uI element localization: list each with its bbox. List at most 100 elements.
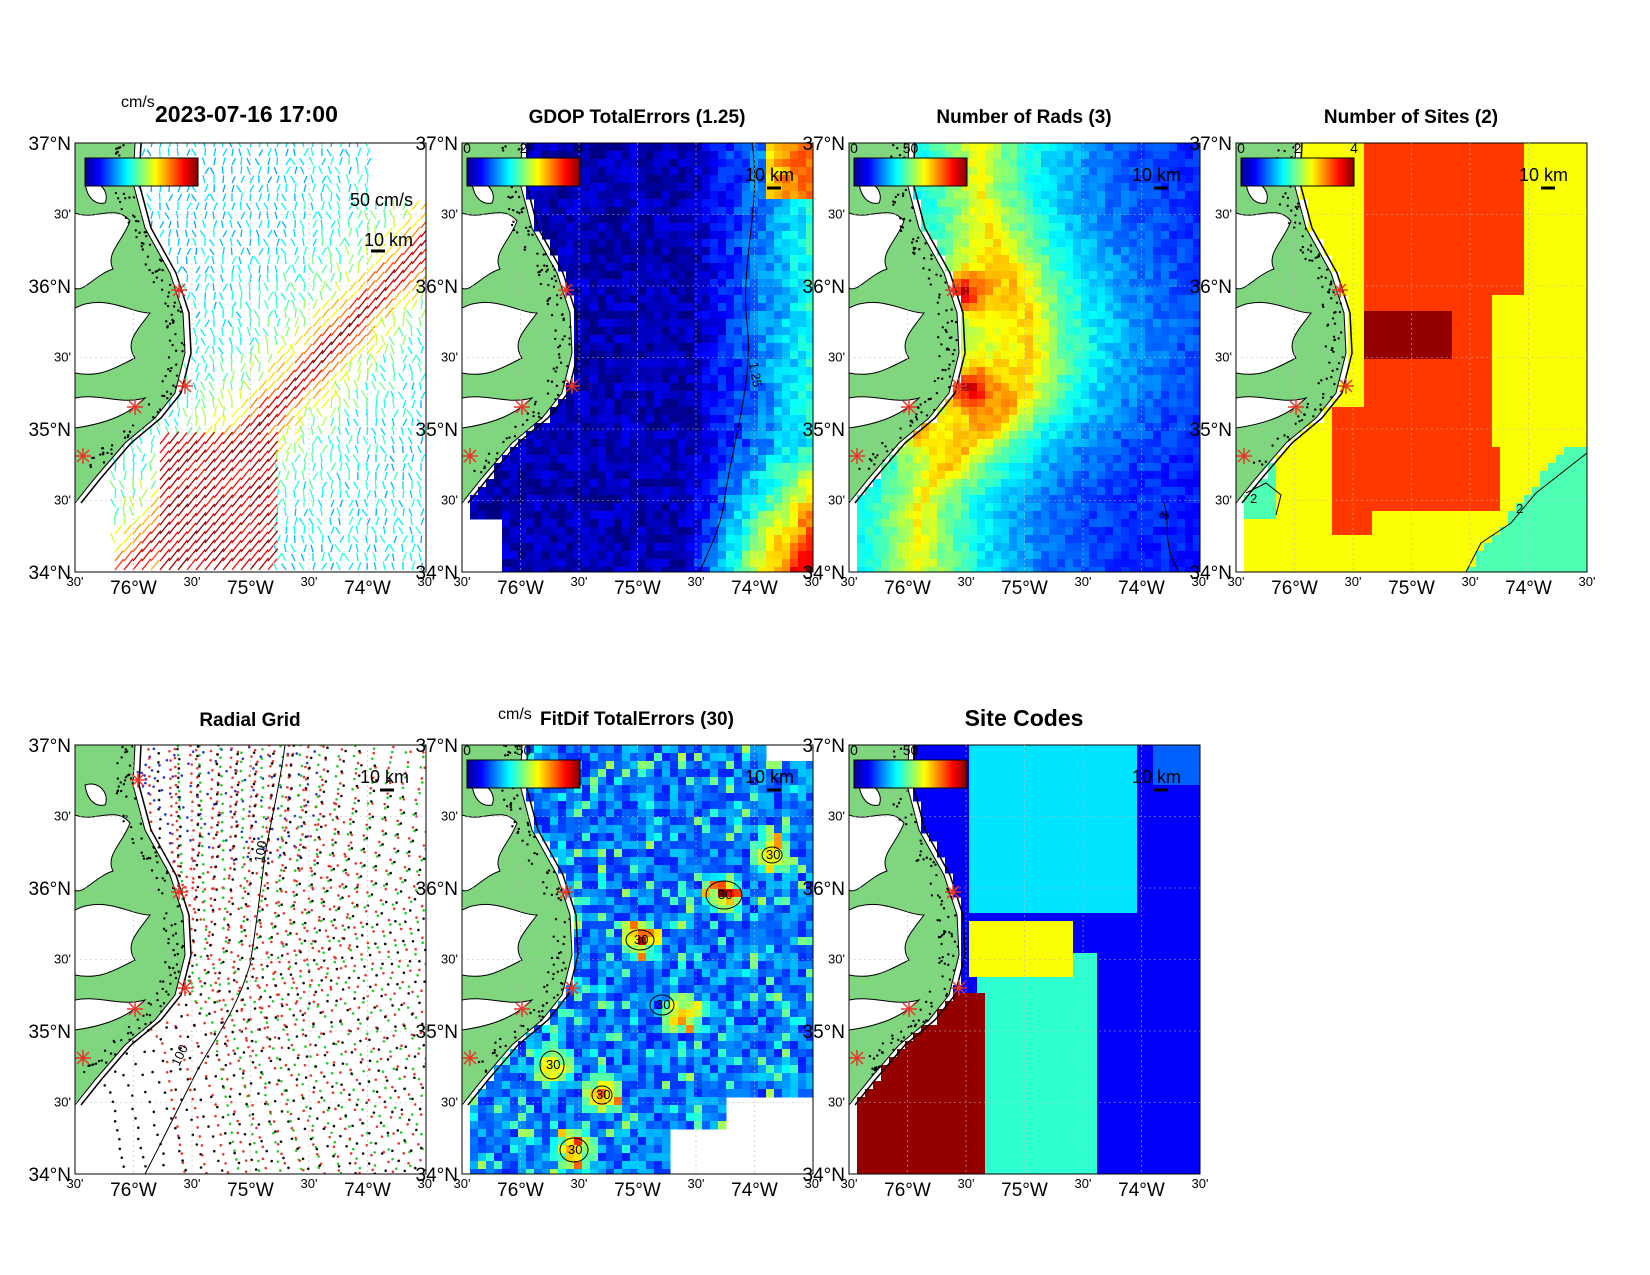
coast-detail-dot [166, 295, 170, 298]
current-vector [209, 327, 215, 337]
grid-cell [1129, 215, 1138, 224]
current-vector [300, 553, 305, 562]
current-vector [204, 266, 210, 274]
grid-cell [710, 183, 719, 192]
grid-cell [622, 567, 631, 572]
current-vector [249, 476, 261, 490]
current-vector [209, 354, 215, 364]
grid-cell [937, 215, 946, 224]
grid-cell [542, 527, 551, 536]
current-vector [258, 396, 269, 409]
grid-cell [766, 359, 775, 368]
current-vector [258, 220, 263, 229]
coast-detail-dot [126, 435, 129, 439]
grid-cell [790, 183, 799, 192]
grid-cell [1017, 407, 1026, 416]
grid-cell [630, 535, 639, 544]
grid-cell [1081, 415, 1090, 424]
current-vector [415, 526, 422, 535]
grid-cell [638, 207, 647, 216]
grid-cell [510, 463, 519, 472]
grid-cell [1017, 199, 1026, 208]
grid-cell [1185, 375, 1194, 384]
grid-cell [993, 439, 1002, 448]
current-vector [267, 388, 277, 400]
current-vector [195, 494, 207, 508]
grid-cell [574, 487, 583, 496]
grid-cell [678, 423, 687, 432]
current-vector [222, 424, 232, 436]
current-vector [420, 535, 423, 544]
current-vector [186, 476, 198, 490]
grid-cell [678, 543, 687, 552]
grid-cell [1025, 423, 1034, 432]
coast-detail-dot [543, 264, 546, 267]
grid-cell [710, 479, 719, 488]
grid-cell [726, 319, 735, 328]
grid-cell [1097, 351, 1106, 360]
grid-cell [550, 511, 559, 520]
grid-cell [806, 487, 813, 496]
grid-cell [678, 255, 687, 264]
grid-cell [534, 455, 543, 464]
grid-cell [726, 519, 735, 528]
current-vector [375, 344, 384, 355]
grid-cell [1153, 207, 1162, 216]
grid-cell [953, 407, 962, 416]
grid-cell [638, 423, 647, 432]
grid-cell [630, 239, 639, 248]
coast-detail-dot [156, 410, 159, 414]
current-vector [258, 549, 269, 562]
current-vector [344, 149, 350, 157]
grid-cell [702, 503, 711, 512]
grid-cell [662, 431, 671, 440]
grid-cell [1097, 151, 1106, 160]
grid-cell [798, 335, 807, 344]
current-vector [231, 407, 240, 418]
current-vector [168, 409, 174, 418]
grid-cell [742, 391, 751, 400]
current-vector [382, 561, 386, 571]
current-vector [373, 544, 377, 553]
current-vector [168, 513, 179, 526]
current-vector [266, 343, 269, 355]
current-vector [222, 548, 233, 562]
grid-cell [582, 215, 591, 224]
current-vector [366, 316, 376, 328]
site-marker [514, 399, 530, 415]
coast-detail-dot [480, 470, 483, 474]
grid-cell [702, 143, 711, 152]
grid-cell [694, 207, 703, 216]
grid-cell [510, 551, 519, 560]
grid-cell [726, 551, 735, 560]
coast-detail-dot [526, 418, 529, 422]
current-vector [168, 503, 180, 517]
current-vector [339, 535, 345, 544]
grid-cell [1145, 223, 1154, 232]
grid-cell [1153, 255, 1162, 264]
grid-cell [993, 159, 1002, 168]
grid-cell [654, 231, 663, 240]
grid-cell [678, 367, 687, 376]
grid-cell [734, 447, 743, 456]
grid-cell [718, 175, 727, 184]
grid-cell [1065, 335, 1074, 344]
grid-cell [806, 447, 813, 456]
grid-cell [1161, 159, 1170, 168]
grid-cell [782, 447, 791, 456]
current-vector [420, 345, 424, 355]
grid-cell [1169, 415, 1178, 424]
coast-detail-dot [151, 271, 154, 275]
current-vector [258, 422, 269, 436]
grid-cell [630, 247, 639, 256]
grid-cell [1041, 183, 1050, 192]
grid-cell [1073, 439, 1082, 448]
current-vector [347, 218, 350, 229]
current-vector [231, 459, 242, 472]
grid-cell [1153, 399, 1162, 408]
current-vector [312, 219, 318, 229]
grid-cell [1017, 319, 1026, 328]
grid-cell [1081, 439, 1090, 448]
grid-cell [582, 303, 591, 312]
current-vector [317, 499, 323, 508]
